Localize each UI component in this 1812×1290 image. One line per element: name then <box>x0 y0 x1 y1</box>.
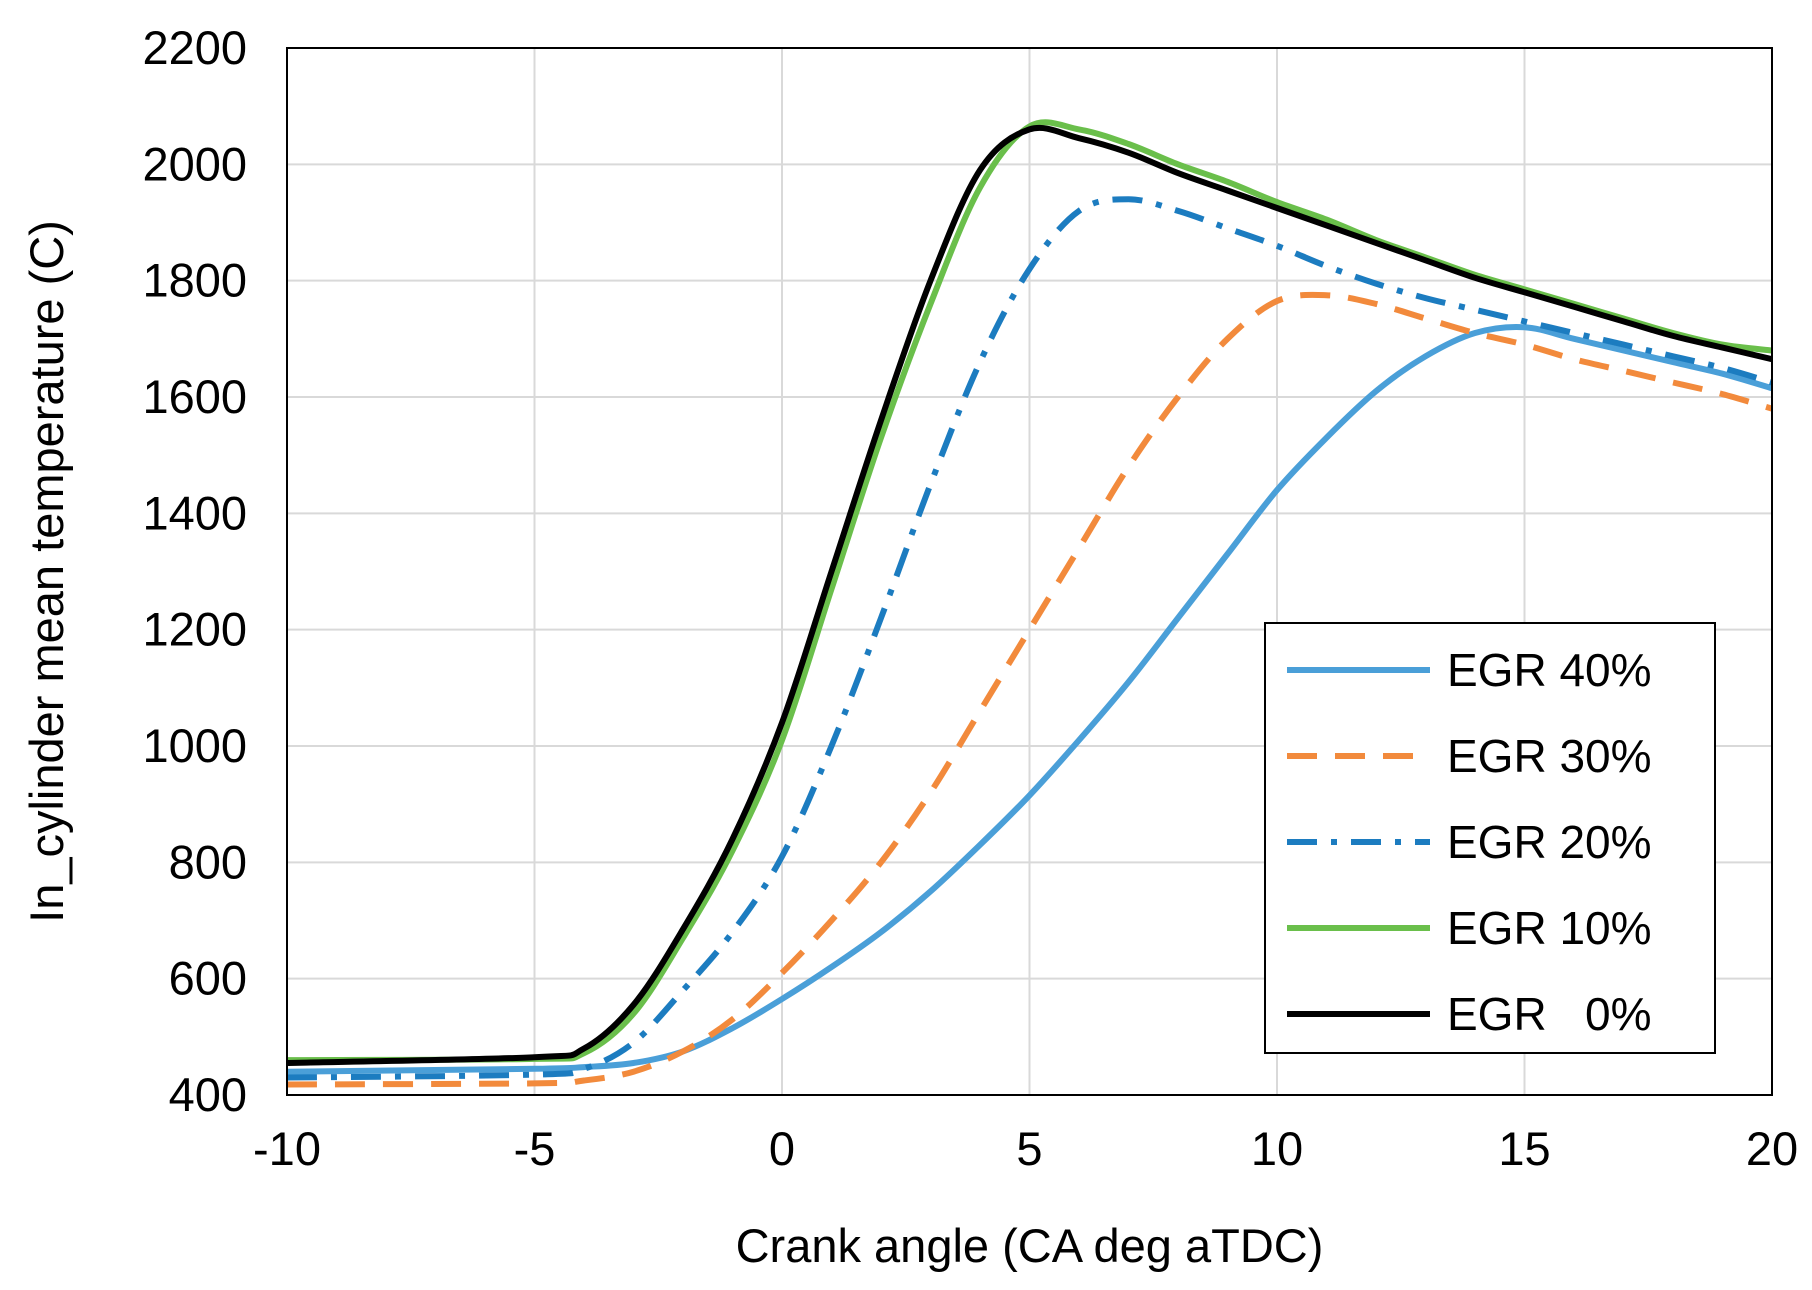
y-axis-title: In_cylinder mean temperature (C) <box>20 220 73 923</box>
plot-area-frame <box>286 47 1773 1096</box>
x-tick-label: 15 <box>1498 1122 1550 1175</box>
series-line-egr-30 <box>286 291 1773 1088</box>
series-layer <box>286 119 1773 1088</box>
legend-label: EGR 0% <box>1447 988 1652 1040</box>
x-tick-label: 10 <box>1251 1122 1303 1175</box>
x-tick-label: 20 <box>1746 1122 1798 1175</box>
series-line-egr-0 <box>286 124 1773 1066</box>
y-tick-label: 1800 <box>142 254 247 307</box>
legend-label: EGR 20% <box>1447 816 1652 868</box>
x-tick-label: -10 <box>253 1122 321 1175</box>
series-line-egr-20 <box>286 196 1773 1081</box>
y-tick-label: 600 <box>169 952 247 1005</box>
legend-label: EGR 40% <box>1447 644 1652 696</box>
y-tick-label: 2200 <box>142 21 247 74</box>
y-tick-label: 800 <box>169 835 247 888</box>
x-tick-label: 5 <box>1016 1122 1042 1175</box>
y-tick-label: 1000 <box>142 719 247 772</box>
y-tick-label: 400 <box>169 1068 247 1121</box>
y-tick-label: 1200 <box>142 603 247 656</box>
legend-label: EGR 30% <box>1447 730 1652 782</box>
x-axis-ticks: -10 -5 0 5 10 15 20 <box>253 1122 1798 1175</box>
x-axis-title: Crank angle (CA deg aTDC) <box>736 1219 1324 1272</box>
legend-label: EGR 10% <box>1447 902 1652 954</box>
y-tick-label: 2000 <box>142 137 247 190</box>
legend-box <box>1264 622 1716 1054</box>
y-tick-label: 1400 <box>142 486 247 539</box>
x-tick-label: -5 <box>514 1122 556 1175</box>
x-tick-label: 0 <box>769 1122 795 1175</box>
legend: EGR 40% EGR 30% EGR 20% EGR 10% EGR 0% <box>1264 622 1716 1054</box>
y-axis-ticks: 400 600 800 1000 1200 1400 1600 1800 2000 2200 <box>142 21 247 1121</box>
y-tick-label: 1600 <box>142 370 247 423</box>
